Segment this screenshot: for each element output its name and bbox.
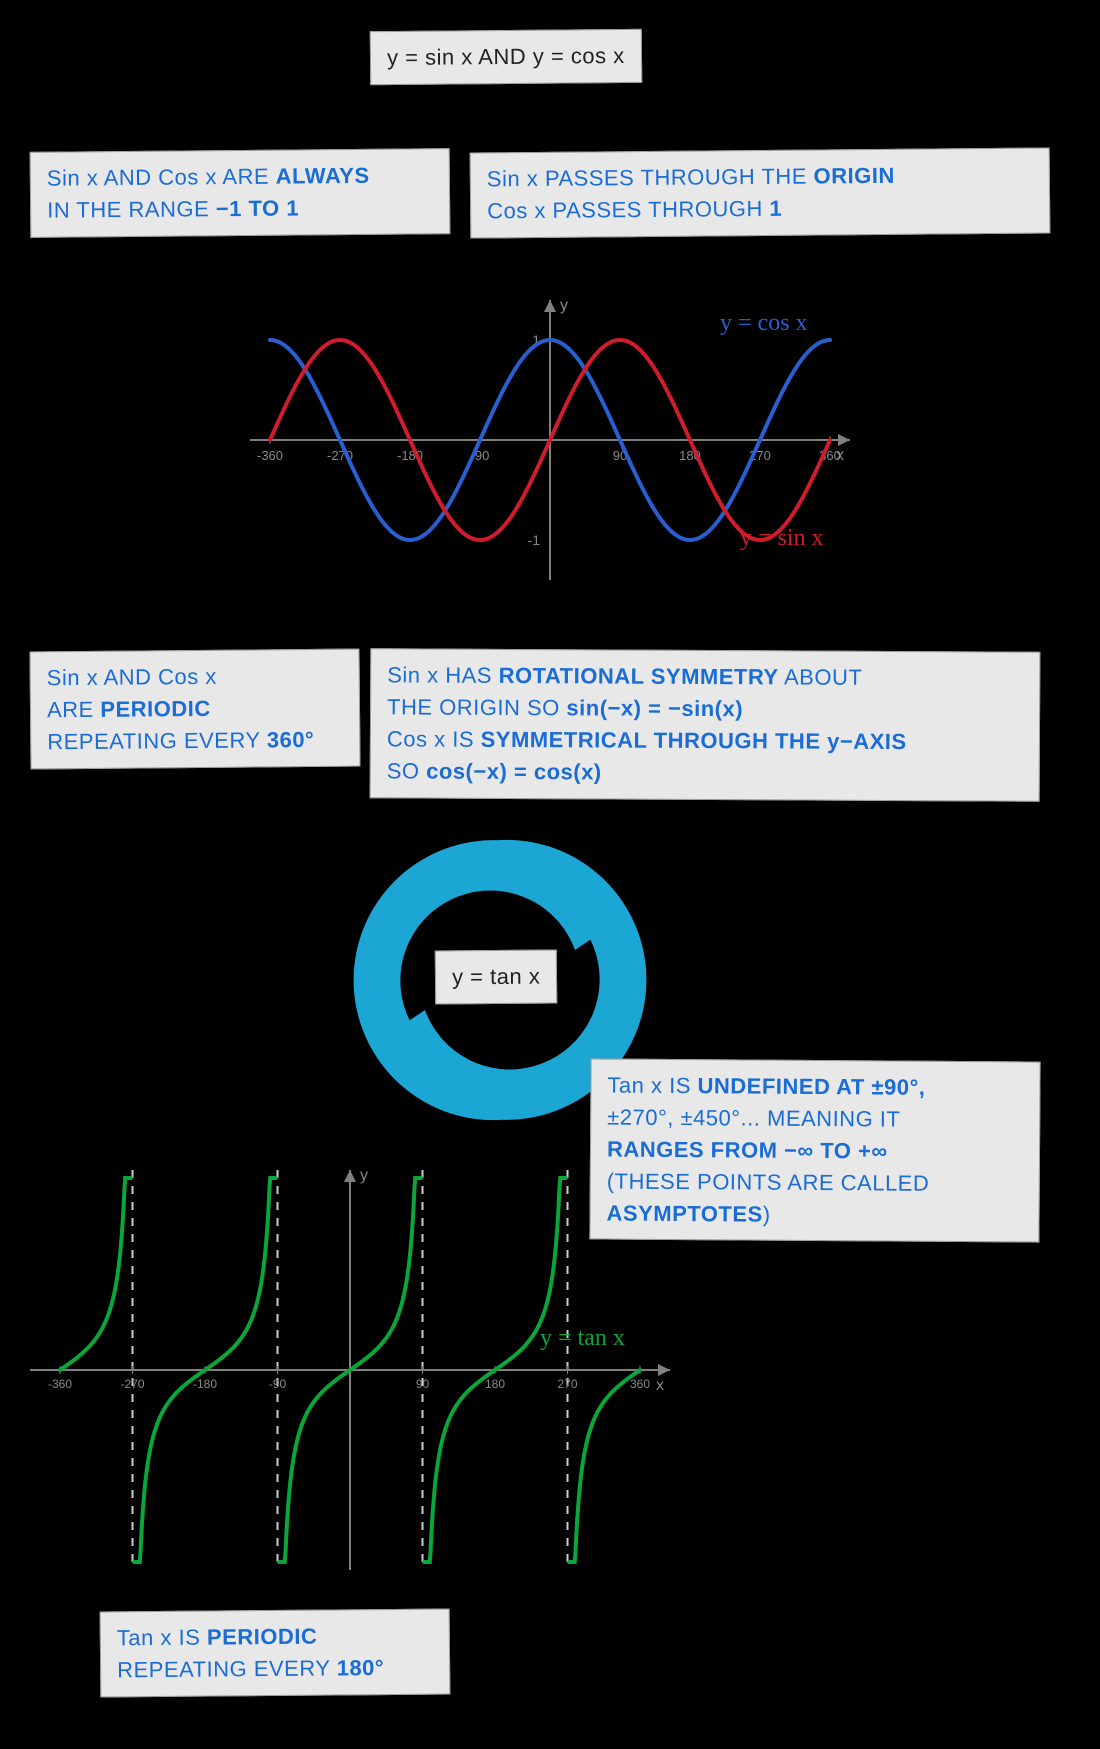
svg-text:x: x [656, 1377, 664, 1394]
tan-svg: x y -360 -270 -180 -90 90 180 270 360 [30, 1160, 670, 1580]
t: −1 TO 1 [216, 195, 299, 221]
t: REPEATING EVERY [47, 727, 267, 754]
t: REPEATING EVERY [117, 1655, 337, 1682]
note-range: Sin x AND Cos x ARE ALWAYS IN THE RANGE … [30, 148, 451, 237]
t: ORIGIN [813, 163, 894, 189]
t: THE ORIGIN SO [387, 694, 566, 720]
svg-text:y: y [360, 1167, 368, 1184]
t: SYMMETRICAL THROUGH THE y−AXIS [481, 727, 907, 754]
t: y = tan x [452, 964, 540, 990]
t: ) [763, 1201, 771, 1226]
t: Cos x PASSES THROUGH [487, 196, 770, 223]
t: ±270°, ±450°... MEANING IT [607, 1104, 900, 1131]
svg-text:-360: -360 [48, 1377, 72, 1391]
t: PERIODIC [100, 696, 211, 722]
svg-text:y: y [560, 297, 568, 314]
t: 1 [769, 196, 782, 221]
t: IN THE RANGE [47, 196, 216, 222]
tan-chart: x y -360 -270 -180 -90 90 180 270 360 y = tan x [30, 1160, 670, 1580]
t: ALWAYS [276, 163, 370, 189]
t: Cos x IS [387, 726, 481, 751]
note-tan-periodic: Tan x IS PERIODIC REPEATING EVERY 180° [100, 1608, 451, 1697]
t: Sin x HAS [387, 662, 499, 688]
svg-text:90: 90 [416, 1377, 430, 1391]
svg-text:360: 360 [630, 1377, 650, 1391]
t: SO [387, 758, 427, 783]
t: PERIODIC [207, 1624, 318, 1650]
t: Tan x IS [117, 1625, 207, 1651]
t: Sin x AND Cos x ARE [47, 164, 276, 191]
note-origin: Sin x PASSES THROUGH THE ORIGIN Cos x PA… [470, 147, 1051, 238]
t: UNDEFINED AT ±90°, [697, 1073, 925, 1100]
tan-title-box: y = tan x [435, 949, 558, 1004]
svg-text:-270: -270 [120, 1377, 144, 1391]
svg-text:180: 180 [485, 1377, 505, 1391]
t: ROTATIONAL SYMMETRY [499, 663, 779, 689]
svg-text:-90: -90 [269, 1377, 287, 1391]
t: sin(−x) = −sin(x) [566, 695, 743, 721]
t: 360° [267, 727, 315, 752]
t: cos(−x) = cos(x) [426, 758, 602, 784]
tan-label: y = tan x [540, 1325, 625, 1352]
svg-text:-180: -180 [193, 1377, 217, 1391]
t: Sin x AND Cos x [47, 664, 217, 690]
sin-cos-chart: xy-360-270-180-90901802703601-1 y = cos … [250, 290, 850, 590]
note-symmetry: Sin x HAS ROTATIONAL SYMMETRY ABOUT THE … [370, 648, 1041, 801]
title-box: y = sin x AND y = cos x [370, 29, 642, 85]
t: ABOUT [779, 664, 863, 689]
svg-text:270: 270 [557, 1377, 577, 1391]
t: Tan x IS [607, 1073, 697, 1099]
t: 180° [337, 1655, 385, 1680]
svg-text:-360: -360 [257, 448, 283, 463]
sin-label: y = sin x [740, 525, 824, 552]
note-periodic: Sin x AND Cos x ARE PERIODIC REPEATING E… [29, 649, 360, 770]
title-text: y = sin x AND y = cos x [387, 43, 625, 70]
svg-text:-1: -1 [528, 532, 541, 548]
cos-label: y = cos x [720, 310, 808, 337]
t: ARE [47, 697, 101, 722]
t: Sin x PASSES THROUGH THE [487, 164, 814, 192]
